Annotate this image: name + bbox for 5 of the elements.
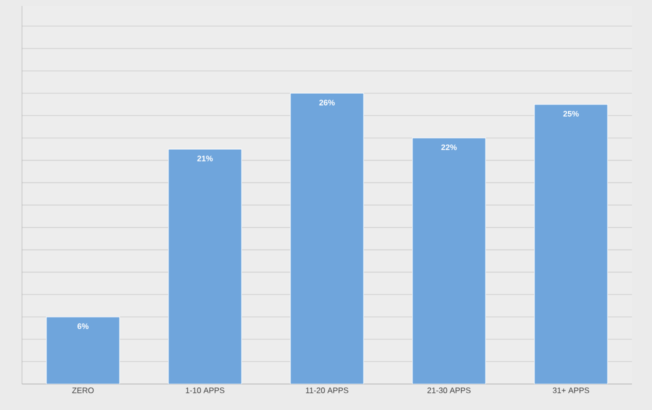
- bar: [534, 104, 608, 384]
- bar: [168, 148, 242, 384]
- bar: [290, 92, 364, 384]
- bar: [46, 316, 120, 384]
- bar: [412, 138, 486, 384]
